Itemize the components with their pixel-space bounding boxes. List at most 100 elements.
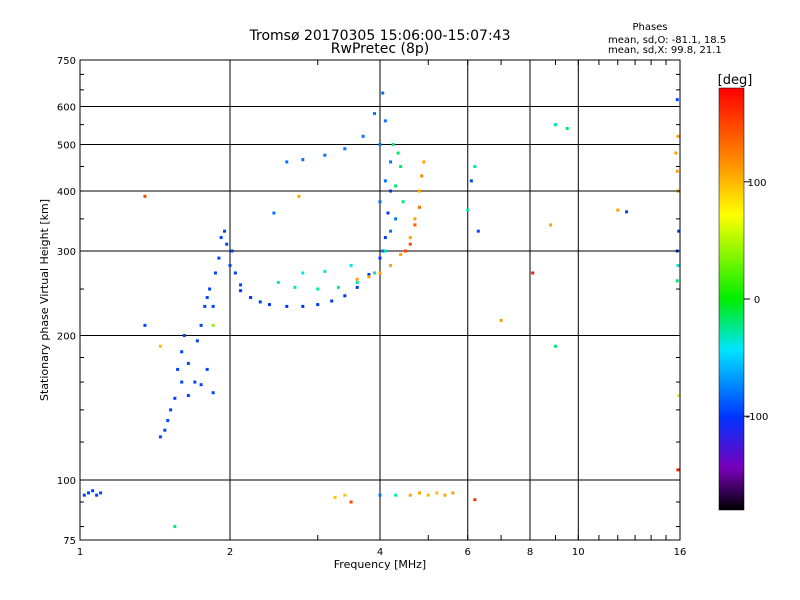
- y-tick-label: 100: [57, 476, 76, 487]
- colorbar: [deg] 100 0 -100: [718, 73, 768, 511]
- data-point: [223, 229, 227, 233]
- data-point: [239, 289, 243, 293]
- data-point: [565, 126, 569, 130]
- data-point: [297, 194, 301, 198]
- data-point: [95, 493, 99, 497]
- plot-area: 1 2 4 6 8 10 16 75 100 200 300 400 500 600 750: [57, 56, 686, 558]
- data-point: [258, 300, 262, 304]
- x-tick-label: 16: [674, 547, 687, 558]
- data-point: [378, 493, 382, 497]
- data-point: [616, 208, 620, 212]
- data-point: [373, 271, 377, 275]
- data-point: [211, 391, 215, 395]
- data-point: [426, 493, 430, 497]
- data-point: [213, 271, 217, 275]
- data-point: [316, 303, 320, 307]
- data-point: [199, 323, 203, 327]
- data-point: [473, 498, 477, 502]
- data-point: [413, 223, 417, 227]
- x-tick-label: 1: [77, 547, 83, 558]
- data-point: [355, 277, 359, 281]
- data-point: [193, 380, 197, 384]
- data-point: [373, 112, 377, 116]
- data-point: [176, 367, 180, 371]
- data-point: [91, 489, 95, 493]
- data-point: [217, 256, 221, 260]
- data-point: [285, 304, 289, 308]
- data-point: [143, 194, 147, 198]
- data-point: [676, 263, 680, 267]
- stats-heading: Phases: [632, 22, 667, 33]
- data-point: [249, 296, 253, 300]
- data-point: [143, 323, 147, 327]
- stats-o-line: mean, sd,O: -81.1, 18.5: [608, 35, 726, 46]
- data-point: [182, 334, 186, 338]
- data-point: [625, 210, 629, 214]
- y-axis-label: Stationary phase Virtual Height [km]: [38, 199, 51, 401]
- data-point: [267, 303, 271, 307]
- data-point: [293, 285, 297, 289]
- data-point: [675, 98, 679, 102]
- data-point: [203, 304, 207, 308]
- data-point: [422, 160, 426, 164]
- data-point: [301, 304, 305, 308]
- data-point: [333, 495, 337, 499]
- data-point: [381, 91, 385, 95]
- data-point: [199, 383, 203, 387]
- data-point: [158, 435, 162, 439]
- data-point: [403, 249, 407, 253]
- data-point: [186, 394, 190, 398]
- data-point: [99, 491, 103, 495]
- data-point: [383, 236, 387, 240]
- y-tick-label: 750: [57, 56, 76, 67]
- x-tick-label: 4: [377, 547, 383, 558]
- data-point: [531, 271, 535, 275]
- data-point: [349, 500, 353, 504]
- data-point: [383, 119, 387, 123]
- data-point: [86, 491, 90, 495]
- data-point: [343, 294, 347, 298]
- data-point: [677, 229, 681, 233]
- data-point: [82, 493, 86, 497]
- data-point: [349, 263, 353, 267]
- y-tick-label: 500: [57, 141, 76, 152]
- data-point: [355, 280, 359, 284]
- data-point: [166, 419, 170, 423]
- data-point: [394, 493, 398, 497]
- data-point: [676, 134, 680, 138]
- x-axis-label: Frequency [MHz]: [334, 558, 426, 571]
- grid-lines: [80, 60, 680, 540]
- data-point: [553, 123, 557, 127]
- data-point: [233, 271, 237, 275]
- data-point: [391, 143, 395, 147]
- data-point: [378, 143, 382, 147]
- data-point: [343, 493, 347, 497]
- data-point: [343, 147, 347, 151]
- data-point: [396, 151, 400, 155]
- data-point: [301, 158, 305, 162]
- x-tick-label: 8: [527, 547, 533, 558]
- data-point: [408, 236, 412, 240]
- colorbar-ticks: 100 0 -100: [744, 178, 768, 423]
- data-point: [336, 285, 340, 289]
- data-point: [420, 174, 424, 178]
- data-point: [158, 344, 162, 348]
- data-point: [394, 217, 398, 221]
- data-point: [677, 394, 681, 398]
- data-point: [443, 493, 447, 497]
- data-point: [417, 189, 421, 193]
- colorbar-tick-label: 0: [754, 295, 760, 306]
- data-point: [499, 318, 503, 322]
- data-point: [674, 151, 678, 155]
- data-point: [230, 249, 234, 253]
- data-point: [285, 160, 289, 164]
- data-point: [367, 275, 371, 279]
- data-point: [225, 242, 229, 246]
- data-point: [323, 153, 327, 157]
- data-point: [173, 396, 177, 400]
- data-point: [367, 273, 371, 277]
- data-point: [389, 263, 393, 267]
- data-point: [378, 256, 382, 260]
- y-tick-label: 400: [57, 187, 76, 198]
- data-point: [408, 242, 412, 246]
